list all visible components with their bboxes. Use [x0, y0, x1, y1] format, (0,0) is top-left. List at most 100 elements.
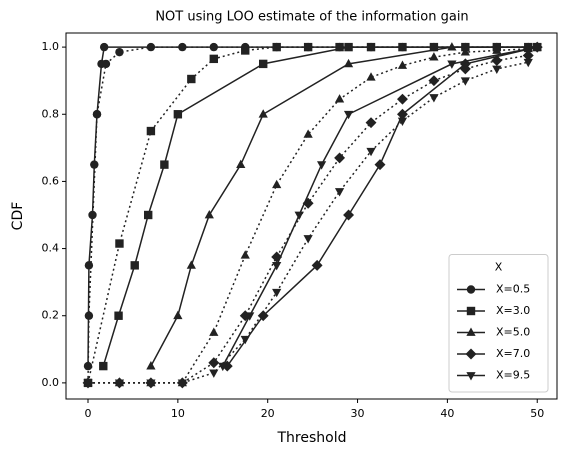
marker — [303, 129, 313, 138]
marker — [366, 147, 376, 157]
line — [87, 46, 529, 383]
marker — [99, 42, 109, 52]
x-tick-label: 0 — [85, 407, 92, 420]
marker — [492, 45, 502, 54]
marker — [334, 94, 345, 103]
line — [88, 61, 529, 384]
marker — [146, 126, 156, 136]
marker — [335, 42, 344, 52]
marker — [316, 161, 327, 170]
legend-marker — [466, 306, 476, 316]
marker — [272, 179, 282, 189]
marker — [115, 239, 124, 248]
marker — [272, 42, 281, 52]
marker — [92, 110, 102, 119]
marker — [311, 259, 323, 271]
chart-title: NOT using LOO estimate of the informatio… — [155, 10, 468, 25]
marker — [84, 311, 94, 320]
marker — [84, 261, 94, 270]
line — [88, 48, 529, 384]
marker — [429, 52, 439, 61]
marker — [397, 108, 408, 120]
legend-label: X=9.5 — [496, 369, 530, 382]
marker — [160, 160, 169, 169]
marker — [146, 361, 156, 370]
marker — [241, 46, 250, 55]
marker — [257, 310, 269, 322]
marker — [209, 42, 218, 52]
x-tick-label: 10 — [171, 407, 185, 420]
y-tick-label: 0.2 — [42, 309, 60, 322]
marker — [204, 209, 214, 219]
legend-marker — [466, 285, 476, 294]
marker — [428, 75, 440, 87]
marker — [90, 160, 99, 169]
y-tick-label: 1.0 — [42, 40, 60, 53]
marker — [303, 42, 313, 52]
legend-title: X — [495, 261, 503, 274]
marker — [397, 60, 408, 69]
legend-marker — [466, 372, 476, 381]
marker — [236, 159, 246, 168]
marker — [218, 362, 228, 372]
marker — [460, 47, 470, 56]
marker — [365, 117, 377, 129]
legend-label: X=5.0 — [496, 326, 530, 339]
legend-label: X=0.5 — [496, 283, 530, 296]
marker — [374, 159, 386, 171]
marker — [178, 42, 187, 52]
legend-marker — [465, 348, 477, 360]
x-tick-label: 30 — [351, 407, 365, 420]
line — [226, 46, 538, 367]
x-tick-label: 40 — [440, 407, 454, 420]
marker — [343, 58, 354, 68]
marker — [447, 60, 457, 69]
legend-label: X=3.0 — [496, 304, 530, 317]
marker — [114, 311, 123, 320]
x-tick-label: 20 — [261, 407, 275, 420]
marker — [115, 47, 124, 57]
marker — [245, 312, 255, 321]
marker — [532, 43, 542, 53]
marker — [209, 369, 219, 378]
marker — [146, 379, 156, 388]
marker — [272, 261, 282, 271]
legend-label: X=7.0 — [496, 347, 530, 360]
x-tick-label: 50 — [530, 407, 544, 420]
marker — [303, 235, 313, 244]
marker — [366, 72, 376, 81]
marker — [99, 361, 108, 371]
marker — [447, 42, 457, 51]
y-tick-label: 0.8 — [42, 107, 60, 120]
marker — [523, 58, 533, 68]
marker — [397, 93, 408, 105]
marker — [429, 94, 439, 103]
marker — [334, 152, 346, 164]
marker — [491, 55, 503, 66]
marker — [173, 310, 183, 320]
marker — [88, 210, 97, 220]
marker — [272, 288, 282, 298]
marker — [343, 110, 354, 120]
marker — [259, 59, 268, 69]
y-tick-label: 0.0 — [42, 376, 60, 389]
marker — [460, 77, 470, 86]
marker — [177, 379, 187, 388]
marker — [343, 209, 355, 221]
marker — [258, 109, 268, 118]
marker — [397, 117, 408, 127]
y-tick-label: 0.4 — [42, 242, 60, 255]
marker — [334, 188, 345, 197]
marker — [130, 261, 139, 270]
marker — [101, 59, 111, 69]
plot-frame — [65, 32, 558, 400]
marker — [398, 42, 407, 52]
marker — [302, 197, 314, 209]
y-axis-label: CDF — [10, 202, 26, 231]
marker — [294, 211, 304, 221]
marker — [208, 357, 220, 369]
marker — [366, 42, 376, 52]
x-axis-label: Threshold — [277, 430, 347, 446]
marker — [186, 260, 196, 269]
